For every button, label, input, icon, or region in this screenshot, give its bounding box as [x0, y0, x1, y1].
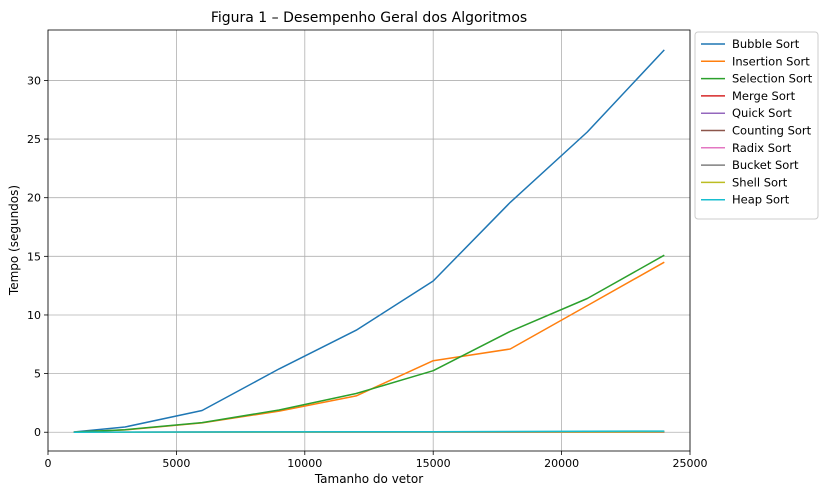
x-axis-title: Tamanho do vetor [314, 472, 423, 486]
x-tick-label: 10000 [287, 457, 322, 470]
y-tick-label: 10 [27, 309, 41, 322]
y-tick-label: 25 [27, 133, 41, 146]
y-tick-label: 20 [27, 192, 41, 205]
legend-label-counting-sort: Counting Sort [732, 124, 812, 138]
x-tick-label: 15000 [416, 457, 451, 470]
legend-label-selection-sort: Selection Sort [732, 72, 813, 86]
legend-label-merge-sort: Merge Sort [732, 89, 796, 103]
legend-label-insertion-sort: Insertion Sort [732, 54, 810, 68]
series-line-selection-sort [73, 254, 665, 433]
y-tick-label: 5 [34, 368, 41, 381]
x-tick-label: 5000 [162, 457, 190, 470]
series-line-heap-sort [73, 430, 665, 433]
y-axis-title: Tempo (segundos) [7, 185, 21, 296]
y-tick-label: 30 [27, 74, 41, 87]
chart-title: Figura 1 – Desempenho Geral dos Algoritm… [211, 10, 527, 26]
legend: Bubble Sort Insertion Sort Selection Sort M… [694, 31, 819, 220]
x-tick-label: 25000 [673, 457, 708, 470]
legend-frame [694, 31, 819, 220]
plot-area: 0 5000 10000 15000 20000 25000 0 5 10 15 20 25 30 [27, 29, 708, 470]
legend-label-bucket-sort: Bucket Sort [732, 158, 799, 172]
legend-label-radix-sort: Radix Sort [732, 141, 792, 155]
legend-label-bubble-sort: Bubble Sort [732, 37, 800, 51]
y-tick-label: 0 [34, 426, 41, 439]
legend-label-heap-sort: Heap Sort [732, 193, 790, 207]
legend-label-shell-sort: Shell Sort [732, 175, 788, 189]
x-tick-label: 0 [45, 457, 52, 470]
x-tick-label: 20000 [544, 457, 579, 470]
plot-frame [47, 29, 691, 452]
legend-label-quick-sort: Quick Sort [732, 106, 792, 120]
y-tick-label: 15 [27, 250, 41, 263]
plot-background [48, 30, 690, 451]
series-line-bubble-sort [73, 49, 665, 433]
